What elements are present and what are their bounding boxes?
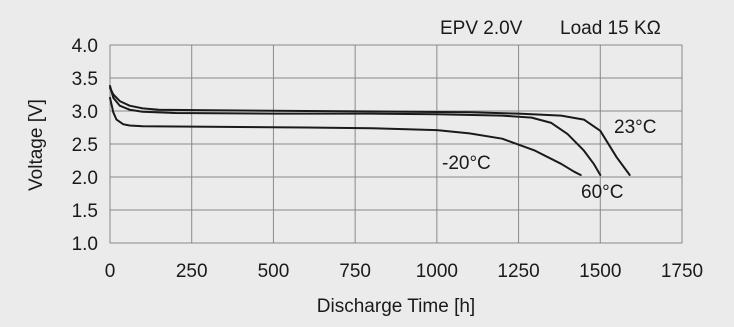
y-tick-label: 3.5: [72, 69, 98, 90]
grid: [109, 44, 683, 244]
series-line-60c: [109, 84, 602, 176]
x-tick-label: 750: [339, 261, 371, 282]
x-tick-label: 500: [258, 261, 290, 282]
y-tick-labels: 4.0 3.5 3.0 2.5 2.0 1.5 1.0: [72, 36, 98, 255]
x-tick-label: 1500: [579, 261, 621, 282]
y-tick-label: 1.0: [72, 234, 98, 255]
y-tick-label: 1.5: [72, 201, 98, 222]
y-axis-label: Voltage [V]: [26, 99, 47, 191]
series-label-23c: 23°C: [614, 117, 656, 138]
annotation-load: Load 15 KΩ: [560, 18, 661, 39]
y-tick-label: 2.5: [72, 135, 98, 156]
x-tick-label: 0: [105, 261, 116, 282]
annotation-epv: EPV 2.0V: [440, 18, 523, 39]
y-tick-label: 3.0: [72, 102, 98, 123]
series-label-minus20c: -20°C: [442, 153, 491, 174]
x-tick-label: 250: [176, 261, 208, 282]
x-tick-labels: 0 250 500 750 1000 1250 1500 1750: [105, 261, 703, 282]
series-curves: [109, 84, 631, 176]
x-tick-label: 1250: [497, 261, 539, 282]
x-tick-label: 1750: [661, 261, 703, 282]
series-line-23c: [109, 86, 631, 176]
y-tick-label: 2.0: [72, 168, 98, 189]
y-tick-label: 4.0: [72, 36, 98, 57]
series-line-minus20c: [109, 96, 582, 176]
series-label-60c: 60°C: [581, 182, 623, 203]
x-axis-label: Discharge Time [h]: [317, 296, 475, 317]
x-tick-label: 1000: [416, 261, 458, 282]
